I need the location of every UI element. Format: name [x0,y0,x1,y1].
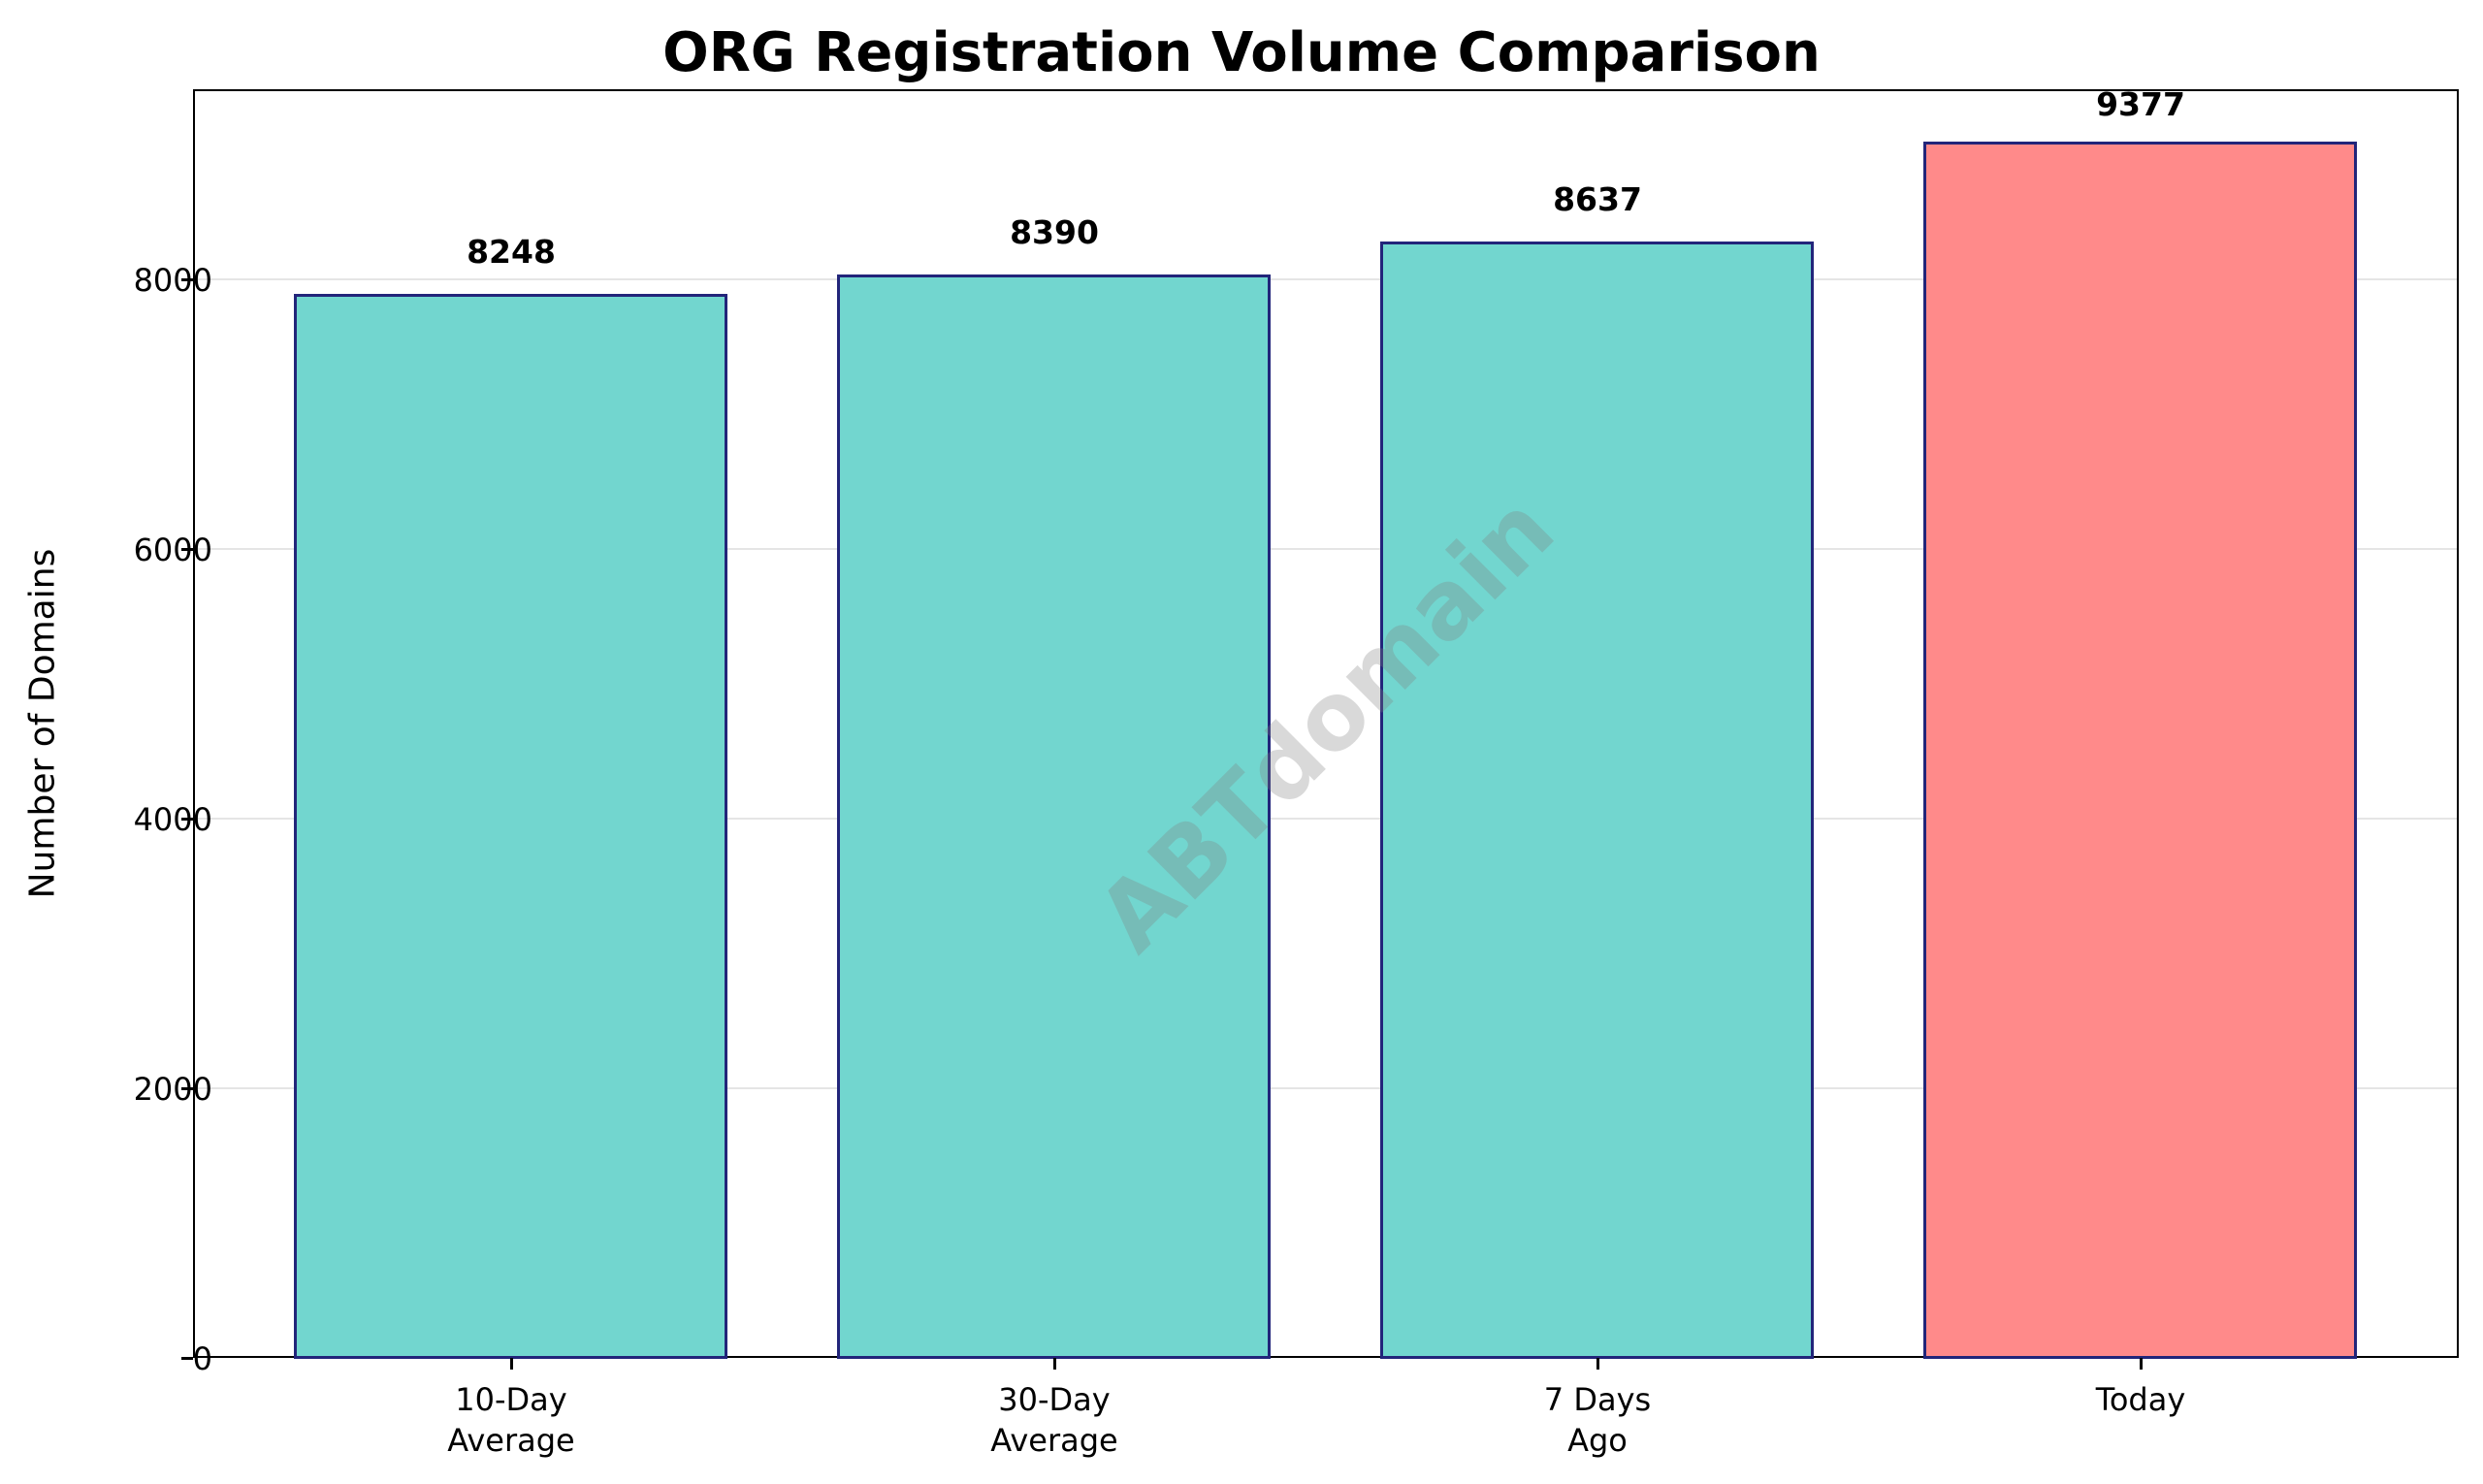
y-tick-label: 6000 [133,532,212,568]
x-tick-mark [2140,1358,2143,1370]
x-tick-label: 30-Day Average [990,1379,1117,1461]
y-axis-label: Number of Domains [22,548,63,899]
bar-7-days-ago [1380,242,1814,1359]
y-tick-mark [181,1357,193,1360]
y-tick-mark [181,278,193,281]
x-tick-label-line2: Average [990,1422,1118,1459]
y-tick-mark [181,548,193,551]
x-tick-label-line2: Ago [1567,1422,1628,1459]
x-tick-label: Today [2096,1379,2186,1420]
bar-10-day-average [294,294,727,1359]
gridline-6000 [195,548,2457,550]
y-tick-mark [181,1087,193,1090]
plot-area [193,89,2459,1358]
y-tick-mark [181,818,193,821]
x-tick-label-line1: 30-Day [998,1381,1111,1418]
gridline-2000 [195,1087,2457,1089]
x-tick-label-line1: Today [2095,1381,2186,1418]
x-tick-mark [1053,1358,1056,1370]
value-label: 8390 [1010,213,1099,251]
y-tick-label: 4000 [133,801,212,838]
value-label: 8248 [467,233,556,271]
y-tick-label: 8000 [133,262,212,299]
y-tick-label: 2000 [133,1071,212,1108]
chart-title: ORG Registration Volume Comparison [662,21,1821,84]
x-tick-label: 7 Days Ago [1544,1379,1651,1461]
gridline-4000 [195,818,2457,820]
x-tick-label-line1: 10-Day [455,1381,567,1418]
x-tick-label: 10-Day Average [447,1379,574,1461]
value-label: 9377 [2096,85,2185,123]
x-tick-label-line2: Average [447,1422,575,1459]
x-tick-mark [1596,1358,1599,1370]
gridline-8000 [195,278,2457,280]
x-tick-mark [510,1358,513,1370]
x-tick-label-line1: 7 Days [1543,1381,1652,1418]
bar-today [1923,142,2357,1359]
bar-30-day-average [837,274,1271,1359]
y-tick-label: 0 [192,1340,212,1377]
value-label: 8637 [1553,180,1642,218]
